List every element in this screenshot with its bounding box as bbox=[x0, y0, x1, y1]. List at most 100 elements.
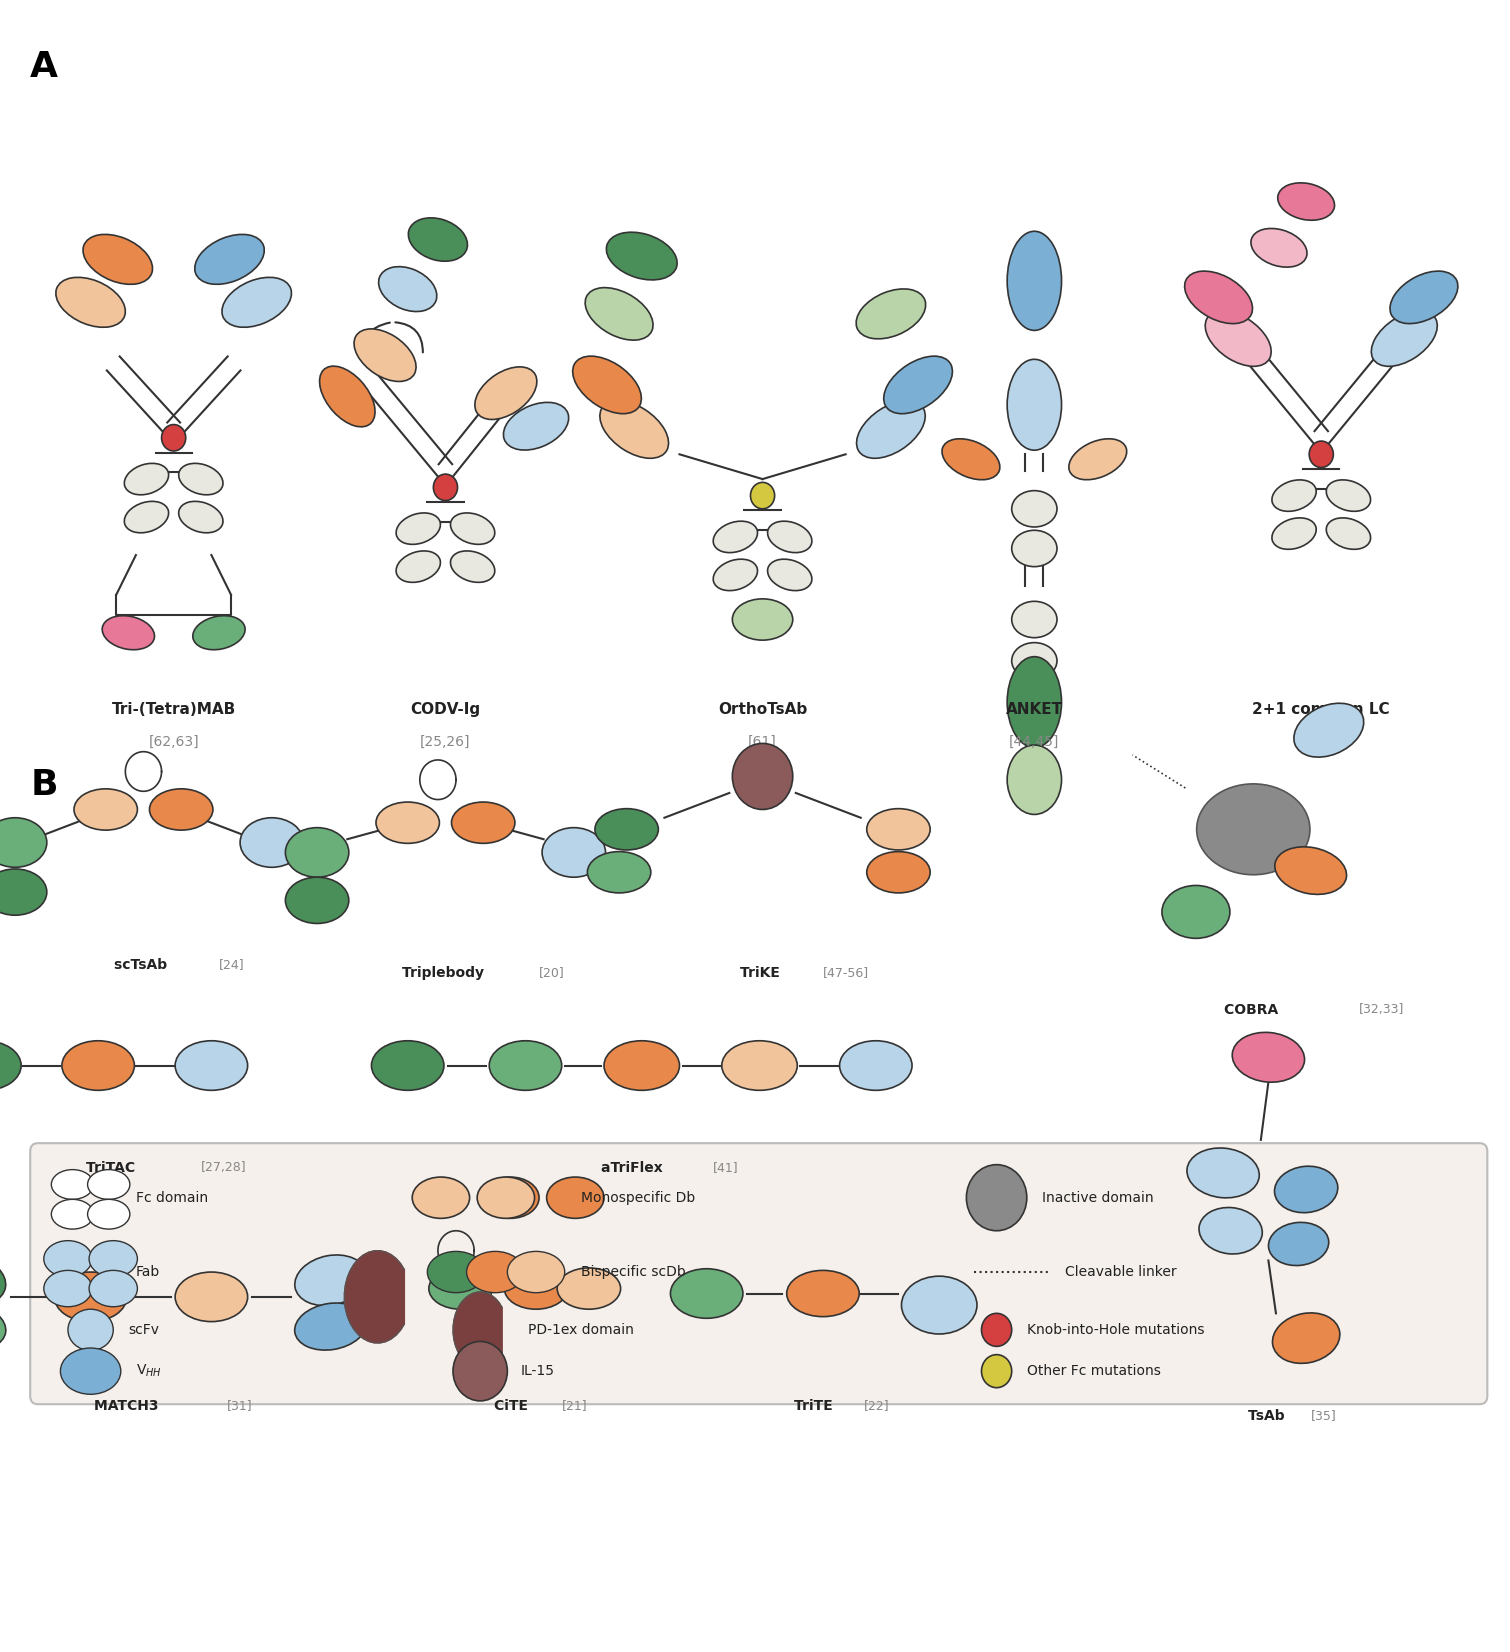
Ellipse shape bbox=[713, 558, 758, 591]
Ellipse shape bbox=[1271, 479, 1317, 512]
Ellipse shape bbox=[1007, 231, 1062, 330]
Circle shape bbox=[732, 743, 793, 809]
Text: Inactive domain: Inactive domain bbox=[1042, 1191, 1154, 1204]
Ellipse shape bbox=[68, 1308, 113, 1351]
FancyArrowPatch shape bbox=[396, 322, 423, 352]
Ellipse shape bbox=[557, 1269, 621, 1308]
Ellipse shape bbox=[195, 235, 264, 284]
Ellipse shape bbox=[1012, 530, 1057, 567]
Ellipse shape bbox=[1199, 1208, 1262, 1254]
Ellipse shape bbox=[450, 550, 495, 583]
Ellipse shape bbox=[722, 1041, 797, 1090]
Text: CiTE: CiTE bbox=[494, 1399, 533, 1412]
Ellipse shape bbox=[670, 1269, 743, 1318]
Ellipse shape bbox=[429, 1269, 492, 1308]
Ellipse shape bbox=[44, 1241, 92, 1277]
Ellipse shape bbox=[489, 1041, 562, 1090]
Ellipse shape bbox=[1271, 517, 1317, 550]
Ellipse shape bbox=[320, 367, 374, 426]
Ellipse shape bbox=[883, 357, 953, 413]
Ellipse shape bbox=[285, 828, 349, 877]
Ellipse shape bbox=[88, 1170, 130, 1199]
Text: [25,26]: [25,26] bbox=[420, 735, 471, 748]
Ellipse shape bbox=[89, 1241, 137, 1277]
Text: aTriFlex: aTriFlex bbox=[601, 1161, 667, 1175]
Ellipse shape bbox=[294, 1256, 367, 1305]
Ellipse shape bbox=[175, 1041, 248, 1090]
Ellipse shape bbox=[542, 828, 606, 877]
Ellipse shape bbox=[474, 367, 538, 420]
Ellipse shape bbox=[124, 501, 169, 534]
Text: [32,33]: [32,33] bbox=[1359, 1003, 1404, 1016]
Text: [22]: [22] bbox=[864, 1399, 889, 1412]
Ellipse shape bbox=[89, 1270, 137, 1307]
Text: CODV-Ig: CODV-Ig bbox=[411, 702, 480, 717]
Ellipse shape bbox=[353, 329, 417, 382]
Circle shape bbox=[750, 482, 775, 509]
Text: A: A bbox=[30, 50, 59, 84]
Text: [27,28]: [27,28] bbox=[201, 1161, 246, 1175]
Ellipse shape bbox=[840, 1041, 912, 1090]
Ellipse shape bbox=[54, 1272, 127, 1322]
Ellipse shape bbox=[412, 1176, 470, 1219]
Ellipse shape bbox=[376, 803, 439, 843]
Text: Fab: Fab bbox=[136, 1265, 160, 1279]
Ellipse shape bbox=[572, 357, 642, 413]
Text: scTsAb: scTsAb bbox=[115, 958, 172, 971]
Ellipse shape bbox=[1007, 745, 1062, 814]
Ellipse shape bbox=[0, 869, 47, 915]
Ellipse shape bbox=[51, 1199, 94, 1229]
Text: 2+1 common LC: 2+1 common LC bbox=[1252, 702, 1391, 717]
Ellipse shape bbox=[124, 463, 169, 496]
Text: [61]: [61] bbox=[747, 735, 778, 748]
Ellipse shape bbox=[732, 598, 793, 639]
Ellipse shape bbox=[587, 852, 651, 892]
Ellipse shape bbox=[1232, 1032, 1305, 1082]
Text: ANKET: ANKET bbox=[1006, 702, 1063, 717]
Ellipse shape bbox=[396, 512, 441, 545]
Ellipse shape bbox=[767, 558, 812, 591]
Ellipse shape bbox=[1196, 785, 1311, 874]
Text: OrthoTsAb: OrthoTsAb bbox=[717, 702, 808, 717]
Ellipse shape bbox=[193, 616, 245, 649]
Ellipse shape bbox=[586, 287, 652, 340]
Ellipse shape bbox=[477, 1176, 535, 1219]
Circle shape bbox=[453, 1341, 507, 1401]
Ellipse shape bbox=[713, 520, 758, 553]
Ellipse shape bbox=[856, 401, 926, 458]
Ellipse shape bbox=[371, 1041, 444, 1090]
Ellipse shape bbox=[787, 1270, 859, 1317]
Text: [41]: [41] bbox=[713, 1161, 738, 1175]
Text: [31]: [31] bbox=[226, 1399, 252, 1412]
Ellipse shape bbox=[1007, 656, 1062, 747]
Text: [43]: [43] bbox=[1308, 735, 1335, 748]
Text: V$_{HH}$: V$_{HH}$ bbox=[136, 1363, 162, 1379]
Ellipse shape bbox=[1250, 228, 1308, 268]
Text: MATCH3: MATCH3 bbox=[94, 1399, 163, 1412]
Ellipse shape bbox=[60, 1348, 121, 1394]
Circle shape bbox=[982, 1313, 1012, 1346]
Text: Other Fc mutations: Other Fc mutations bbox=[1027, 1365, 1161, 1378]
Circle shape bbox=[1309, 441, 1333, 468]
Ellipse shape bbox=[467, 1252, 524, 1292]
Ellipse shape bbox=[1274, 1166, 1338, 1213]
Ellipse shape bbox=[1326, 517, 1371, 550]
Ellipse shape bbox=[149, 788, 213, 829]
Circle shape bbox=[433, 474, 458, 501]
Ellipse shape bbox=[240, 818, 304, 867]
Ellipse shape bbox=[1326, 479, 1371, 512]
Ellipse shape bbox=[942, 439, 1000, 479]
Text: [62,63]: [62,63] bbox=[148, 735, 199, 748]
Text: Tri-(Tetra)MAB: Tri-(Tetra)MAB bbox=[112, 702, 236, 717]
Text: [20]: [20] bbox=[539, 966, 565, 980]
Polygon shape bbox=[453, 1292, 503, 1368]
Ellipse shape bbox=[1012, 491, 1057, 527]
Ellipse shape bbox=[1007, 358, 1062, 449]
Ellipse shape bbox=[62, 1041, 134, 1090]
Ellipse shape bbox=[175, 1272, 248, 1322]
Text: PD-1ex domain: PD-1ex domain bbox=[528, 1323, 634, 1336]
Ellipse shape bbox=[1012, 601, 1057, 638]
Ellipse shape bbox=[607, 233, 676, 279]
Text: TriKE: TriKE bbox=[740, 966, 785, 980]
Circle shape bbox=[162, 425, 186, 451]
